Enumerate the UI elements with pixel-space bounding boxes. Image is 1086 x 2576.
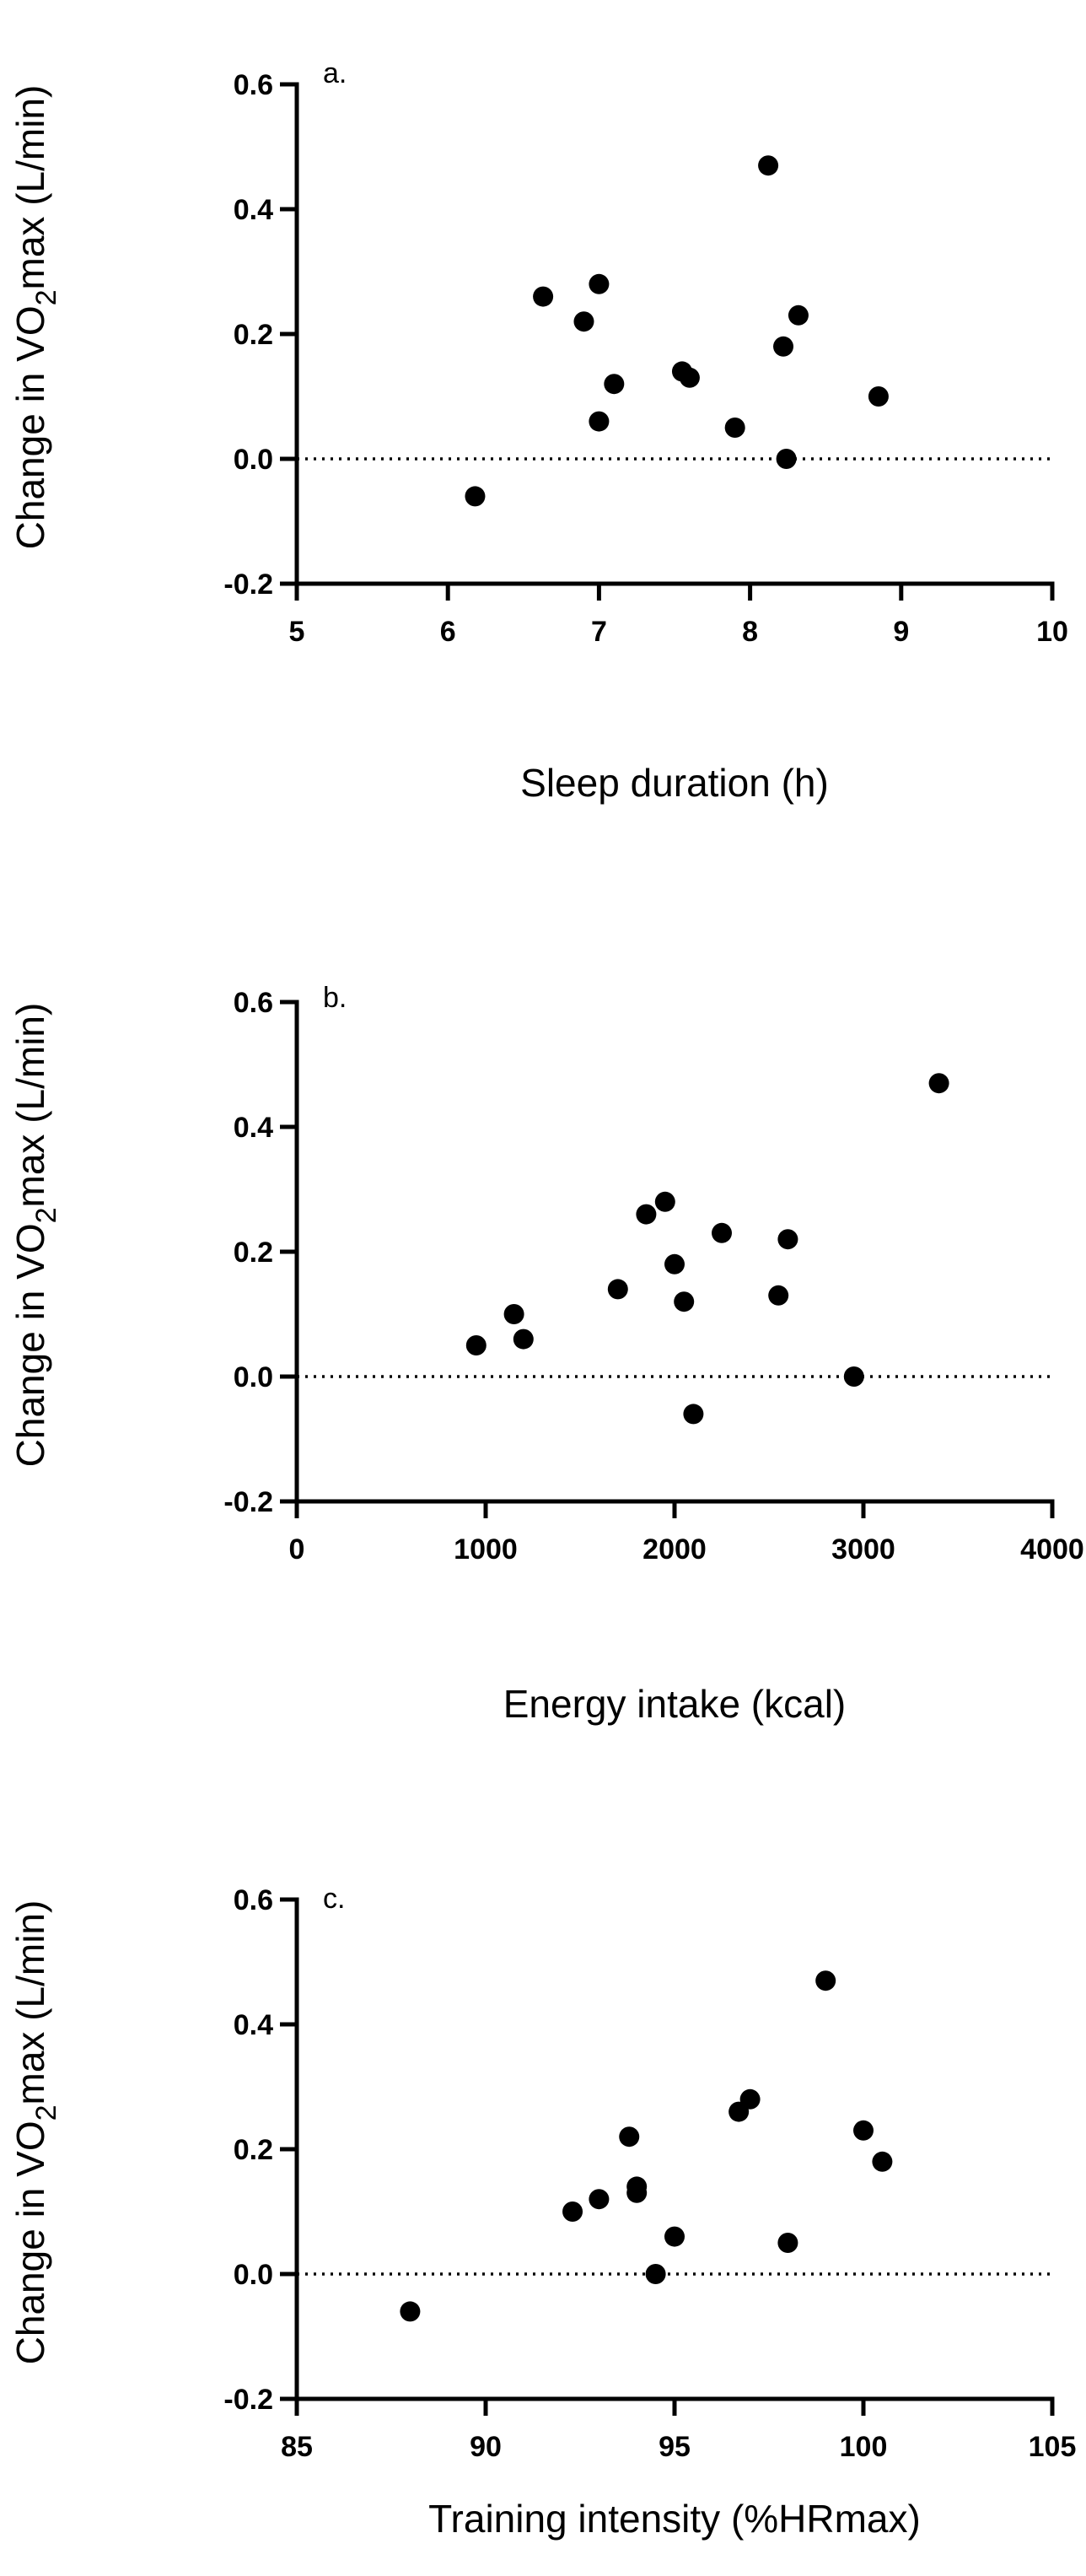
- data-point: [815, 1970, 836, 1991]
- data-point: [679, 367, 700, 388]
- data-point: [589, 273, 610, 294]
- data-point: [664, 1253, 685, 1275]
- x-axis-title: Training intensity (%HRmax): [428, 2497, 921, 2541]
- y-tick-label: 0.4: [234, 1112, 273, 1144]
- data-point: [513, 1328, 534, 1350]
- y-tick-label: 0.2: [234, 319, 273, 351]
- data-point: [654, 1191, 675, 1212]
- x-tick-label: 3000: [831, 1533, 895, 1566]
- data-point: [724, 418, 745, 438]
- y-axis-title-part: Change in VO: [8, 305, 52, 549]
- x-tick-label: 90: [470, 2431, 502, 2463]
- y-tick-label: 0.6: [234, 1884, 273, 1916]
- y-tick-label: 0.6: [234, 69, 273, 101]
- y-tick-label: -0.2: [223, 2384, 273, 2416]
- x-tick-label: 1000: [454, 1533, 518, 1566]
- y-tick-label: 0.0: [234, 1361, 273, 1393]
- y-tick-label: -0.2: [223, 1486, 273, 1518]
- data-point: [758, 155, 779, 176]
- y-axis-title-part: max (L/min): [8, 85, 52, 290]
- x-tick-label: 8: [742, 616, 758, 648]
- data-point: [636, 1204, 657, 1225]
- panel-b: -0.2 0.0 0.2 0.4 0.6 0 1000 2000 3000 4000 b. Energ…: [8, 982, 1084, 1726]
- y-axis-title: Change in VO2max (L/min): [8, 1003, 62, 1468]
- x-tick-label: 95: [659, 2431, 691, 2463]
- data-point: [928, 1073, 949, 1094]
- data-point: [739, 2088, 761, 2110]
- x-tick-label: 5: [289, 616, 305, 648]
- data-point: [573, 311, 594, 332]
- data-point: [674, 1291, 695, 1312]
- data-point: [768, 1285, 789, 1306]
- y-tick-label: 0.2: [234, 1237, 273, 1269]
- data-point: [712, 1222, 732, 1243]
- x-tick-label: 10: [1036, 616, 1068, 648]
- data-point: [503, 1304, 524, 1324]
- x-tick-label: 9: [893, 616, 909, 648]
- y-axis-title-part: Change in VO: [8, 1223, 52, 1467]
- data-point: [607, 1279, 628, 1300]
- data-point: [589, 2189, 610, 2210]
- x-tick-label: 6: [440, 616, 456, 648]
- data-point: [776, 449, 797, 469]
- y-axis-title-subscript: 2: [30, 1207, 62, 1223]
- data-point: [619, 2126, 640, 2148]
- data-point: [788, 304, 809, 326]
- x-tick-label: 105: [1029, 2431, 1077, 2463]
- y-axis-title: Change in VO2max (L/min): [8, 1900, 62, 2365]
- panel-label: a.: [323, 57, 347, 89]
- data-point: [872, 2151, 893, 2172]
- panel-a: -0.2 0.0 0.2 0.4 0.6 5 6 7 8 9 10 a. Sleep duration …: [8, 57, 1068, 805]
- y-tick-label: 0.4: [234, 194, 273, 226]
- y-axis-title-part: Change in VO: [8, 2121, 52, 2364]
- y-tick-label: -0.2: [223, 569, 273, 601]
- data-point: [465, 1335, 487, 1355]
- data-point: [589, 411, 610, 432]
- data-point: [533, 286, 554, 307]
- x-tick-label: 0: [289, 1533, 305, 1566]
- y-tick-label: 0.2: [234, 2134, 273, 2166]
- y-tick-label: 0.4: [234, 2009, 273, 2041]
- panel-label: b.: [323, 982, 347, 1014]
- x-tick-label: 2000: [642, 1533, 707, 1566]
- data-point: [626, 2182, 648, 2203]
- data-point: [645, 2264, 666, 2284]
- y-tick-label: 0.0: [234, 444, 273, 476]
- data-point: [400, 2301, 421, 2322]
- data-point: [562, 2201, 583, 2222]
- y-axis-title-subscript: 2: [30, 289, 62, 305]
- x-axis-title: Energy intake (kcal): [503, 1682, 847, 1726]
- x-tick-label: 4000: [1020, 1533, 1084, 1566]
- y-tick-label: 0.0: [234, 2259, 273, 2291]
- y-axis-title: Change in VO2max (L/min): [8, 85, 62, 550]
- data-point: [773, 336, 794, 357]
- x-axis-title: Sleep duration (h): [520, 761, 829, 805]
- panel-label: c.: [323, 1883, 345, 1915]
- y-axis-title-subscript: 2: [30, 2104, 62, 2121]
- y-axis-title-part: max (L/min): [8, 1003, 52, 1208]
- x-tick-label: 100: [840, 2431, 888, 2463]
- panel-c: -0.2 0.0 0.2 0.4 0.6 85 90 95 100 105 c. Training i…: [8, 1883, 1076, 2541]
- data-point: [777, 2233, 798, 2253]
- data-point: [664, 2226, 685, 2247]
- data-point: [868, 386, 889, 407]
- data-point: [604, 374, 625, 395]
- y-axis-title-part: max (L/min): [8, 1900, 52, 2105]
- x-tick-label: 7: [591, 616, 607, 648]
- data-point: [683, 1404, 704, 1425]
- data-point: [843, 1366, 864, 1387]
- data-point: [465, 486, 486, 507]
- data-point: [777, 1229, 798, 1250]
- data-point: [853, 2120, 874, 2141]
- y-tick-label: 0.6: [234, 987, 273, 1019]
- x-tick-label: 85: [281, 2431, 313, 2463]
